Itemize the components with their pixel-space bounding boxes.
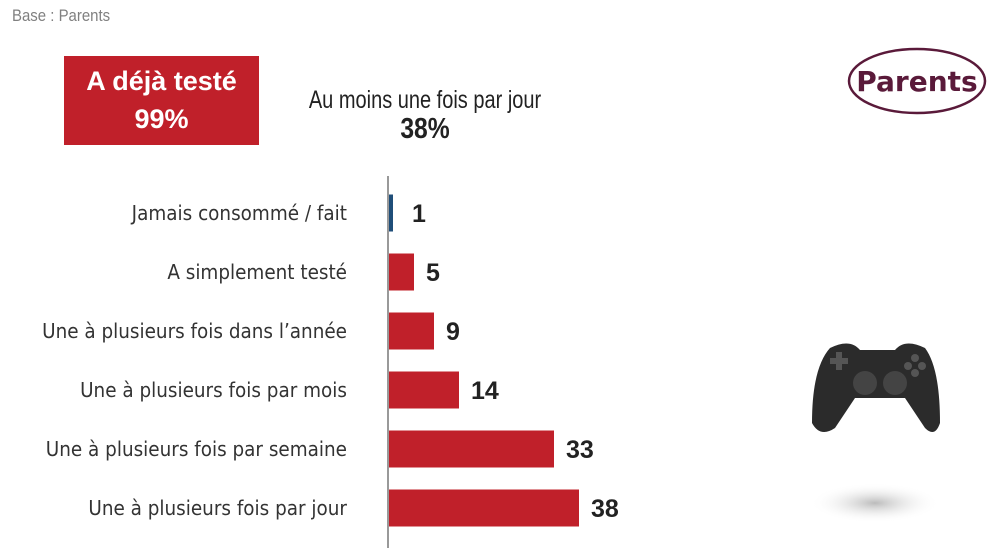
data-label: 5 — [426, 259, 440, 287]
tested-box: A déjà testé 99% — [64, 56, 259, 145]
data-label: 38 — [591, 495, 619, 523]
bar — [389, 430, 554, 468]
data-label: 1 — [412, 200, 426, 228]
parents-logo: Parents — [847, 47, 987, 115]
logo-text: Parents — [856, 65, 977, 98]
data-label: 33 — [566, 436, 594, 464]
gamepad-icon — [810, 343, 940, 523]
bar — [389, 371, 459, 409]
bar — [389, 489, 579, 527]
category-label: Une à plusieurs fois par mois — [80, 378, 347, 402]
daily-summary: Au moins une fois par jour 38% — [270, 86, 580, 146]
data-label: 9 — [446, 318, 460, 346]
category-label: Une à plusieurs fois par semaine — [46, 437, 347, 461]
daily-value: 38% — [400, 113, 450, 145]
bar — [389, 253, 414, 291]
category-label: A simplement testé — [167, 260, 347, 284]
bar — [389, 194, 393, 232]
daily-label: Au moins une fois par jour — [308, 86, 542, 114]
base-label: Base : Parents — [12, 6, 111, 25]
data-label: 14 — [471, 377, 499, 405]
bar — [389, 312, 434, 350]
category-label: Une à plusieurs fois par jour — [88, 496, 347, 520]
category-label: Jamais consommé / fait — [131, 201, 348, 225]
tested-label: A déjà testé — [86, 66, 237, 96]
category-label: Une à plusieurs fois dans l’année — [42, 319, 347, 343]
tested-value: 99% — [134, 104, 189, 134]
